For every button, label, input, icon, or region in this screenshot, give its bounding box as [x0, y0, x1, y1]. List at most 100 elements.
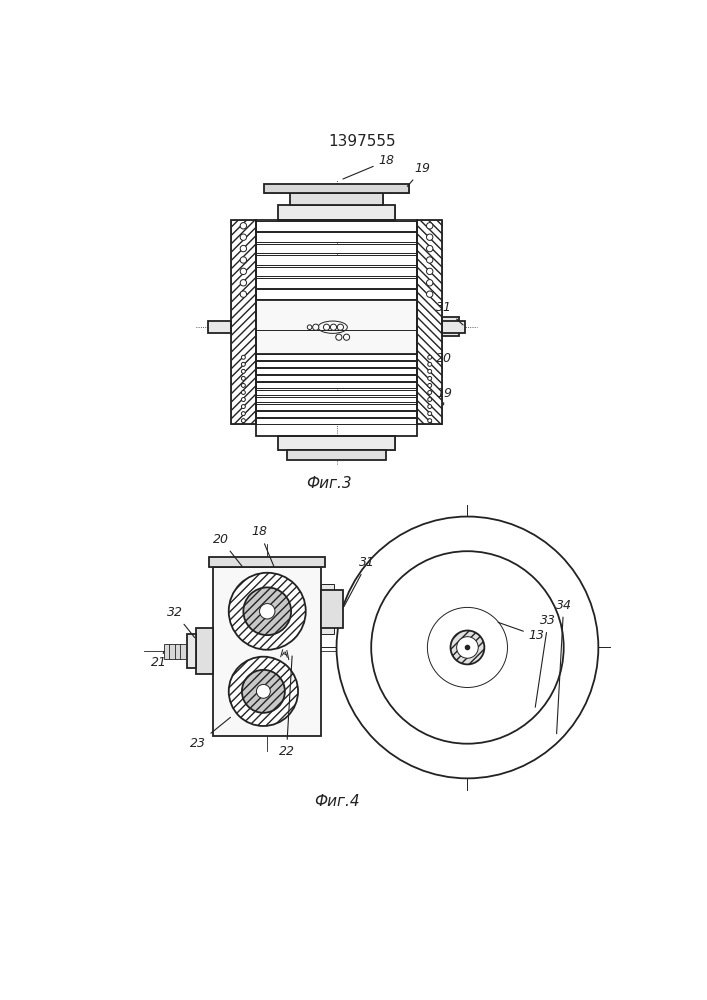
Circle shape [426, 245, 433, 252]
Text: Фиг.4: Фиг.4 [314, 794, 359, 809]
Bar [231, 220, 256, 424]
Bar [175, 644, 181, 659]
Circle shape [428, 398, 432, 401]
Bar [208, 321, 231, 333]
Circle shape [257, 684, 270, 698]
Circle shape [428, 369, 432, 373]
Circle shape [241, 398, 245, 401]
Circle shape [240, 223, 247, 229]
Bar [256, 255, 417, 265]
Bar [164, 644, 170, 659]
Text: 18: 18 [252, 525, 274, 566]
Text: 31: 31 [436, 301, 463, 325]
Text: 33: 33 [535, 614, 556, 707]
Circle shape [241, 362, 245, 366]
Circle shape [312, 324, 319, 330]
Text: 20: 20 [436, 352, 452, 371]
Circle shape [428, 391, 432, 394]
Bar [256, 278, 417, 288]
Bar [287, 450, 386, 460]
Circle shape [240, 245, 247, 252]
Bar [279, 436, 395, 450]
Bar [256, 220, 417, 436]
Bar [321, 584, 334, 634]
Bar [417, 220, 442, 424]
Circle shape [337, 324, 344, 330]
Circle shape [243, 587, 291, 635]
Circle shape [428, 607, 508, 687]
Bar [290, 193, 383, 205]
Bar [256, 418, 417, 424]
Text: 18: 18 [343, 154, 395, 179]
Circle shape [428, 383, 432, 387]
Text: 1397555: 1397555 [328, 134, 396, 149]
Circle shape [240, 234, 247, 240]
Bar [264, 184, 409, 193]
Bar [214, 567, 321, 736]
Circle shape [428, 405, 432, 409]
Circle shape [241, 419, 245, 423]
Bar [256, 232, 417, 242]
Circle shape [336, 334, 342, 340]
Bar [256, 375, 417, 381]
Bar [321, 590, 343, 628]
Bar [209, 557, 325, 567]
Circle shape [240, 268, 247, 275]
Text: 13: 13 [498, 622, 544, 642]
Circle shape [240, 291, 247, 297]
Circle shape [428, 362, 432, 366]
Bar [180, 644, 187, 659]
Circle shape [337, 517, 598, 778]
Bar [279, 205, 395, 220]
Bar [170, 644, 175, 659]
Text: 31: 31 [344, 556, 375, 606]
Bar [279, 205, 395, 220]
Circle shape [229, 657, 298, 726]
Bar [256, 411, 417, 417]
Circle shape [426, 257, 433, 263]
Bar [290, 193, 383, 205]
Bar [442, 317, 460, 336]
Circle shape [241, 369, 245, 373]
Circle shape [241, 355, 245, 359]
Circle shape [242, 670, 285, 713]
Text: 34: 34 [556, 599, 572, 734]
Circle shape [426, 280, 433, 286]
Text: 19: 19 [436, 387, 452, 405]
Bar [256, 368, 417, 374]
Circle shape [259, 604, 275, 619]
Circle shape [240, 280, 247, 286]
Circle shape [457, 637, 478, 658]
Text: 20: 20 [213, 533, 243, 567]
Bar [279, 436, 395, 450]
Text: 22: 22 [279, 656, 295, 758]
Circle shape [308, 325, 312, 330]
Circle shape [229, 573, 305, 650]
Bar [417, 220, 442, 424]
Circle shape [371, 551, 563, 744]
Circle shape [428, 376, 432, 380]
Circle shape [330, 324, 337, 330]
Circle shape [344, 334, 350, 340]
Circle shape [426, 268, 433, 275]
Bar [256, 397, 417, 402]
Bar [187, 634, 197, 668]
Bar [256, 267, 417, 276]
Text: 21: 21 [151, 651, 168, 669]
Text: 19: 19 [407, 162, 431, 186]
Bar [231, 220, 256, 424]
Circle shape [241, 405, 245, 409]
Circle shape [428, 412, 432, 416]
Bar [256, 404, 417, 410]
Circle shape [241, 376, 245, 380]
Bar [264, 184, 409, 193]
Bar [256, 300, 417, 354]
Bar [442, 321, 465, 333]
Bar [256, 221, 417, 231]
Circle shape [426, 234, 433, 240]
Bar [256, 382, 417, 388]
Circle shape [428, 355, 432, 359]
Circle shape [426, 291, 433, 297]
Bar [256, 361, 417, 367]
Bar [256, 390, 417, 395]
